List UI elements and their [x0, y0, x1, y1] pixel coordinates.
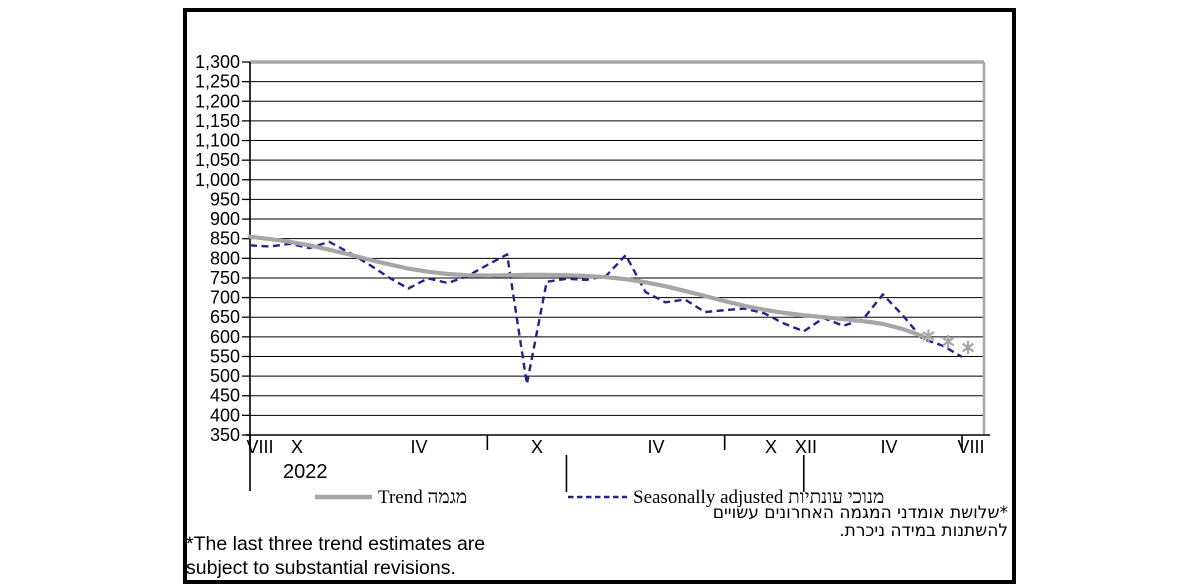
y-axis-tick-label: 600 — [210, 327, 240, 347]
x-axis-tick-label: VIII — [246, 437, 273, 457]
y-axis-tick-label: 1,150 — [195, 111, 240, 131]
y-axis-tick-label: 1,000 — [195, 170, 240, 190]
x-axis-tick-label: X — [531, 437, 543, 457]
x-axis-year-label: 2022 — [283, 461, 328, 483]
y-axis-tick-label: 900 — [210, 209, 240, 229]
y-axis-tick-label: 750 — [210, 268, 240, 288]
legend-seasonally-adjusted-label: Seasonally adjusted מנוכי עונתיות — [633, 487, 885, 508]
footnote-english: *The last three trend estimates are subj… — [186, 533, 485, 580]
x-axis-tick-label: IV — [647, 437, 664, 457]
y-axis-tick-label: 1,250 — [195, 72, 240, 92]
y-axis-tick-label: 950 — [210, 189, 240, 209]
y-axis-tick-label: 350 — [210, 425, 240, 445]
x-axis-tick-label: IV — [880, 437, 897, 457]
y-axis-tick-label: 700 — [210, 288, 240, 308]
seasonally-adjusted-line — [249, 240, 963, 386]
legend-trend-label: Trend מגמה — [378, 487, 468, 508]
y-axis-tick-label: 450 — [210, 386, 240, 406]
trend-asterisk-marker — [922, 329, 935, 343]
footnote-hebrew-line1: *שלושת אומדני המגמה האחרונים עשויים — [712, 503, 1008, 523]
asterisk-stroke — [942, 336, 955, 347]
x-axis-tick-label: X — [291, 437, 303, 457]
trend-asterisk-marker — [961, 340, 975, 354]
y-axis-tick-label: 550 — [210, 346, 240, 366]
x-axis-tick-label: XII — [795, 437, 817, 457]
y-axis-tick-label: 500 — [210, 366, 240, 386]
y-axis-tick-label: 1,050 — [195, 150, 240, 170]
y-axis-tick-label: 1,200 — [195, 91, 240, 111]
footnote-english-line2: subject to substantial revisions. — [186, 556, 456, 579]
y-axis-tick-label: 1,100 — [195, 131, 240, 151]
footnote-hebrew: *שלושת אומדני המגמה האחרונים עשויים להשת… — [712, 503, 1008, 541]
y-axis-tick-label: 850 — [210, 229, 240, 249]
figure-border-frame — [183, 8, 1016, 584]
asterisk-stroke — [961, 342, 975, 353]
asterisk-stroke — [922, 331, 935, 341]
x-axis-tick-label: IV — [410, 437, 427, 457]
y-axis-tick-label: 1,300 — [195, 52, 240, 72]
trend-line — [247, 234, 925, 339]
footnote-hebrew-line2: להשתנות במידה ניכרת. — [839, 520, 1008, 541]
x-axis-tick-label: X — [765, 437, 777, 457]
x-axis-tick-label: VIII — [957, 437, 984, 457]
y-axis-tick-label: 650 — [210, 307, 240, 327]
y-axis-tick-label: 800 — [210, 248, 240, 268]
trend-asterisk-marker — [942, 335, 955, 349]
footnote-english-line1: *The last three trend estimates are — [186, 533, 486, 555]
y-axis-tick-label: 400 — [210, 405, 240, 425]
